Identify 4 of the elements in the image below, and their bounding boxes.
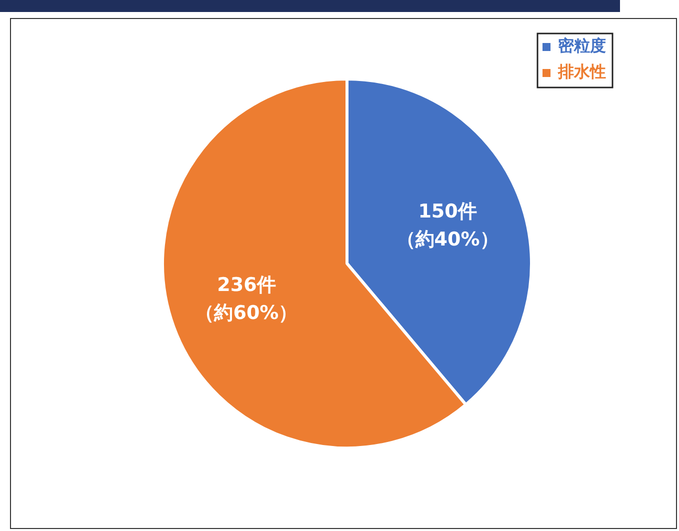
legend-label: 密粒度	[558, 36, 606, 56]
legend-label: 排水性	[557, 62, 606, 82]
data-label: 150件（約40%）	[396, 200, 499, 251]
data-label: 236件（約60%）	[195, 274, 298, 324]
